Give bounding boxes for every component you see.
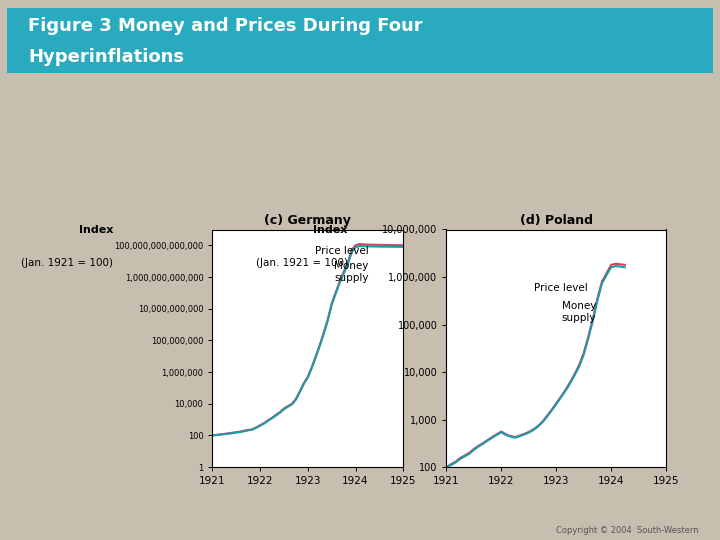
Title: (c) Germany: (c) Germany	[264, 214, 351, 227]
Text: Index: Index	[313, 225, 348, 235]
Text: Copyright © 2004  South-Western: Copyright © 2004 South-Western	[556, 525, 698, 535]
Text: Hyperinflations: Hyperinflations	[28, 48, 184, 66]
Text: Figure 3 Money and Prices During Four: Figure 3 Money and Prices During Four	[28, 17, 423, 35]
Text: Price level: Price level	[315, 246, 369, 255]
Text: Price level: Price level	[534, 284, 588, 293]
Text: Money
supply: Money supply	[562, 301, 596, 323]
Text: (Jan. 1921 = 100): (Jan. 1921 = 100)	[21, 258, 113, 268]
Text: Money
supply: Money supply	[334, 261, 369, 282]
Text: (Jan. 1921 = 100): (Jan. 1921 = 100)	[256, 258, 348, 268]
Title: (d) Poland: (d) Poland	[520, 214, 593, 227]
Text: Index: Index	[78, 225, 113, 235]
FancyBboxPatch shape	[0, 5, 720, 76]
